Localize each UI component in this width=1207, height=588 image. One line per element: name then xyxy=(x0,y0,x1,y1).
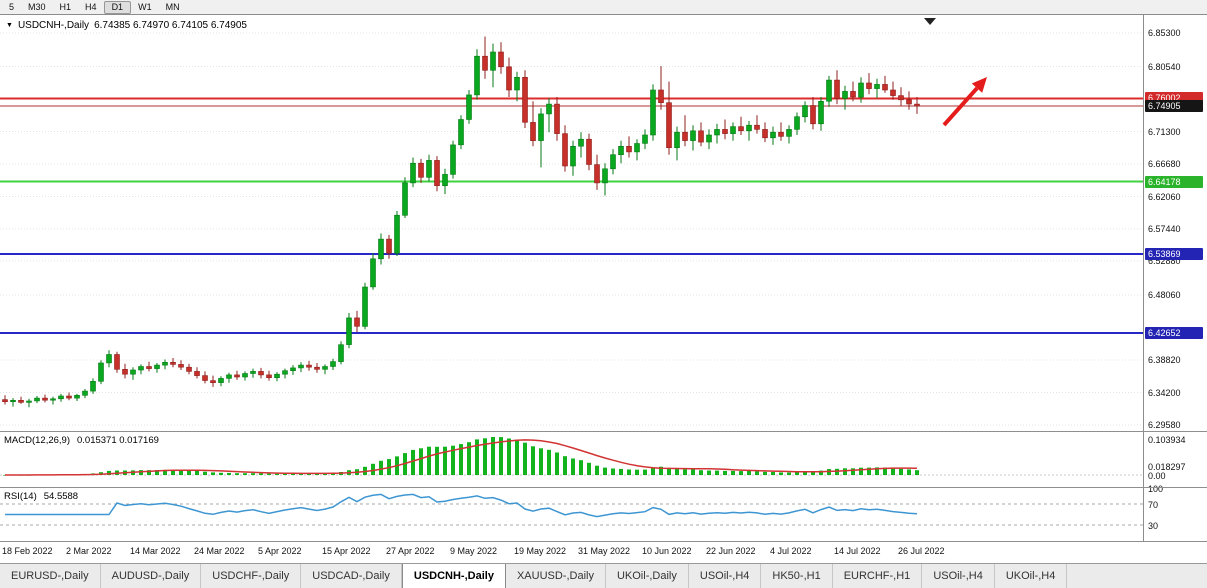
chart-title: ▼ USDCNH-,Daily 6.74385 6.74970 6.74105 … xyxy=(6,20,247,31)
macd-max-label: 0.103934 xyxy=(1148,435,1186,445)
macd-canvas xyxy=(0,437,1143,476)
price-grid-label: 6.71300 xyxy=(1148,126,1181,137)
rsi-label: RSI(14) 54.5588 xyxy=(4,491,78,502)
date-label: 31 May 2022 xyxy=(578,546,631,556)
chart-symbol-label: USDCNH-,Daily xyxy=(17,20,90,31)
date-label: 15 Apr 2022 xyxy=(322,546,371,556)
hline-price-label: 6.42652 xyxy=(1145,327,1203,340)
chart-tab-ukoil-daily[interactable]: UKOil-,Daily xyxy=(606,564,689,588)
price-axis[interactable]: 6.85300 6.80540 6.71300 6.66680 6.62060 6.574… xyxy=(1143,15,1207,542)
rsi-level-label: 30 xyxy=(1148,521,1159,532)
chart-quote-values: 6.74385 6.74970 6.74105 6.74905 xyxy=(94,20,247,31)
macd-zero-label: 0.00 xyxy=(1148,471,1166,481)
date-label: 22 Jun 2022 xyxy=(706,546,756,556)
symbol-collapse-icon[interactable]: ▼ xyxy=(6,22,13,29)
date-label: 10 Jun 2022 xyxy=(642,546,692,556)
chart-tab-usdchf-daily[interactable]: USDCHF-,Daily xyxy=(201,564,302,588)
rsi-canvas xyxy=(0,493,1143,526)
date-label: 27 Apr 2022 xyxy=(386,546,435,556)
panel-splitter[interactable] xyxy=(0,487,1207,488)
timeframe-button-5[interactable]: 5 xyxy=(9,1,15,12)
price-grid-label: 6.62060 xyxy=(1148,191,1181,202)
rsi-level-label: 100 xyxy=(1148,484,1164,494)
timeframe-toolbar: 5 M30 H1 H4 D1 W1 MN xyxy=(0,0,1207,15)
chart-tab-eurusd-daily[interactable]: EURUSD-,Daily xyxy=(0,564,101,588)
price-grid-label: 6.66680 xyxy=(1148,159,1181,169)
timeframe-button-w1[interactable]: W1 xyxy=(138,1,152,12)
price-grid-label: 6.48060 xyxy=(1148,290,1181,300)
timeframe-button-h4[interactable]: H4 xyxy=(85,1,97,12)
price-grid-label: 6.29580 xyxy=(1148,420,1181,430)
chart-tab-xauusd-daily[interactable]: XAUUSD-,Daily xyxy=(506,564,606,588)
timeframe-button-h1[interactable]: H1 xyxy=(59,1,72,12)
date-label: 14 Mar 2022 xyxy=(130,546,181,556)
price-grid-label: 6.38820 xyxy=(1148,355,1181,365)
date-label: 14 Jul 2022 xyxy=(834,546,881,556)
current-price-label: 6.74905 xyxy=(1145,100,1203,113)
date-label: 5 Apr 2022 xyxy=(258,546,302,556)
chart-canvas xyxy=(0,18,1143,426)
hline-price-label: 6.53869 xyxy=(1145,248,1203,261)
rsi-value: 54.5588 xyxy=(43,491,79,502)
chart-tab-eurchf-h1[interactable]: EURCHF-,H1 xyxy=(833,564,923,588)
panel-splitter[interactable] xyxy=(0,541,1207,542)
date-label: 2 Mar 2022 xyxy=(66,546,112,556)
macd-label: MACD(12,26,9) 0.015371 0.017169 xyxy=(4,435,159,446)
chart-tab-bar: EURUSD-,Daily AUDUSD-,Daily USDCHF-,Daily U… xyxy=(0,563,1207,588)
timeframe-button-mn[interactable]: MN xyxy=(165,1,180,12)
date-label: 9 May 2022 xyxy=(450,546,498,556)
date-label: 18 Feb 2022 xyxy=(2,546,53,556)
chart-tab-ukoil-h4[interactable]: UKOil-,H4 xyxy=(995,564,1068,588)
rsi-name: RSI(14) xyxy=(4,491,37,502)
chart-tab-audusd-daily[interactable]: AUDUSD-,Daily xyxy=(101,564,202,588)
rsi-panel[interactable]: RSI(14) 54.5588 xyxy=(0,488,1143,541)
chart-tab-usoil-h4[interactable]: USOil-,H4 xyxy=(922,564,995,588)
panel-splitter[interactable] xyxy=(0,431,1207,432)
macd-current-label: 0.018297 xyxy=(1148,462,1186,472)
timeframe-button-m30[interactable]: M30 xyxy=(28,1,46,12)
chart-shift-marker xyxy=(924,18,936,25)
chart-tab-usoil-h4[interactable]: USOil-,H4 xyxy=(689,564,762,588)
price-grid-label: 6.52880 xyxy=(1148,256,1181,267)
hline-price-label: 6.64178 xyxy=(1145,175,1203,188)
date-label: 19 May 2022 xyxy=(514,546,567,556)
macd-name: MACD(12,26,9) xyxy=(4,435,70,446)
date-label: 24 Mar 2022 xyxy=(194,546,245,556)
macd-values: 0.015371 0.017169 xyxy=(77,435,159,446)
price-grid-label: 6.85300 xyxy=(1148,28,1181,38)
time-axis[interactable]: 18 Feb 2022 2 Mar 2022 14 Mar 2022 24 Mar 2… xyxy=(0,542,1207,563)
rsi-level-label: 70 xyxy=(1148,499,1159,510)
macd-panel[interactable]: MACD(12,26,9) 0.015371 0.017169 xyxy=(0,432,1143,487)
date-label: 4 Jul 2022 xyxy=(770,546,812,556)
price-grid-label: 6.34200 xyxy=(1148,387,1181,398)
timeframe-button-d1[interactable]: D1 xyxy=(103,0,132,14)
trend-arrow-annotation xyxy=(942,86,979,127)
date-label: 26 Jul 2022 xyxy=(898,546,945,556)
chart-tab-usdcad-daily[interactable]: USDCAD-,Daily xyxy=(301,564,402,588)
chart-tab-usdcnh-daily[interactable]: USDCNH-,Daily xyxy=(401,564,506,588)
chart-tab-hk50-h1[interactable]: HK50-,H1 xyxy=(761,564,833,588)
price-grid-label: 6.57440 xyxy=(1148,224,1181,234)
price-grid-label: 6.80540 xyxy=(1148,61,1181,72)
candlestick-chart[interactable]: ▼ USDCNH-,Daily 6.74385 6.74970 6.74105 … xyxy=(0,15,1143,431)
